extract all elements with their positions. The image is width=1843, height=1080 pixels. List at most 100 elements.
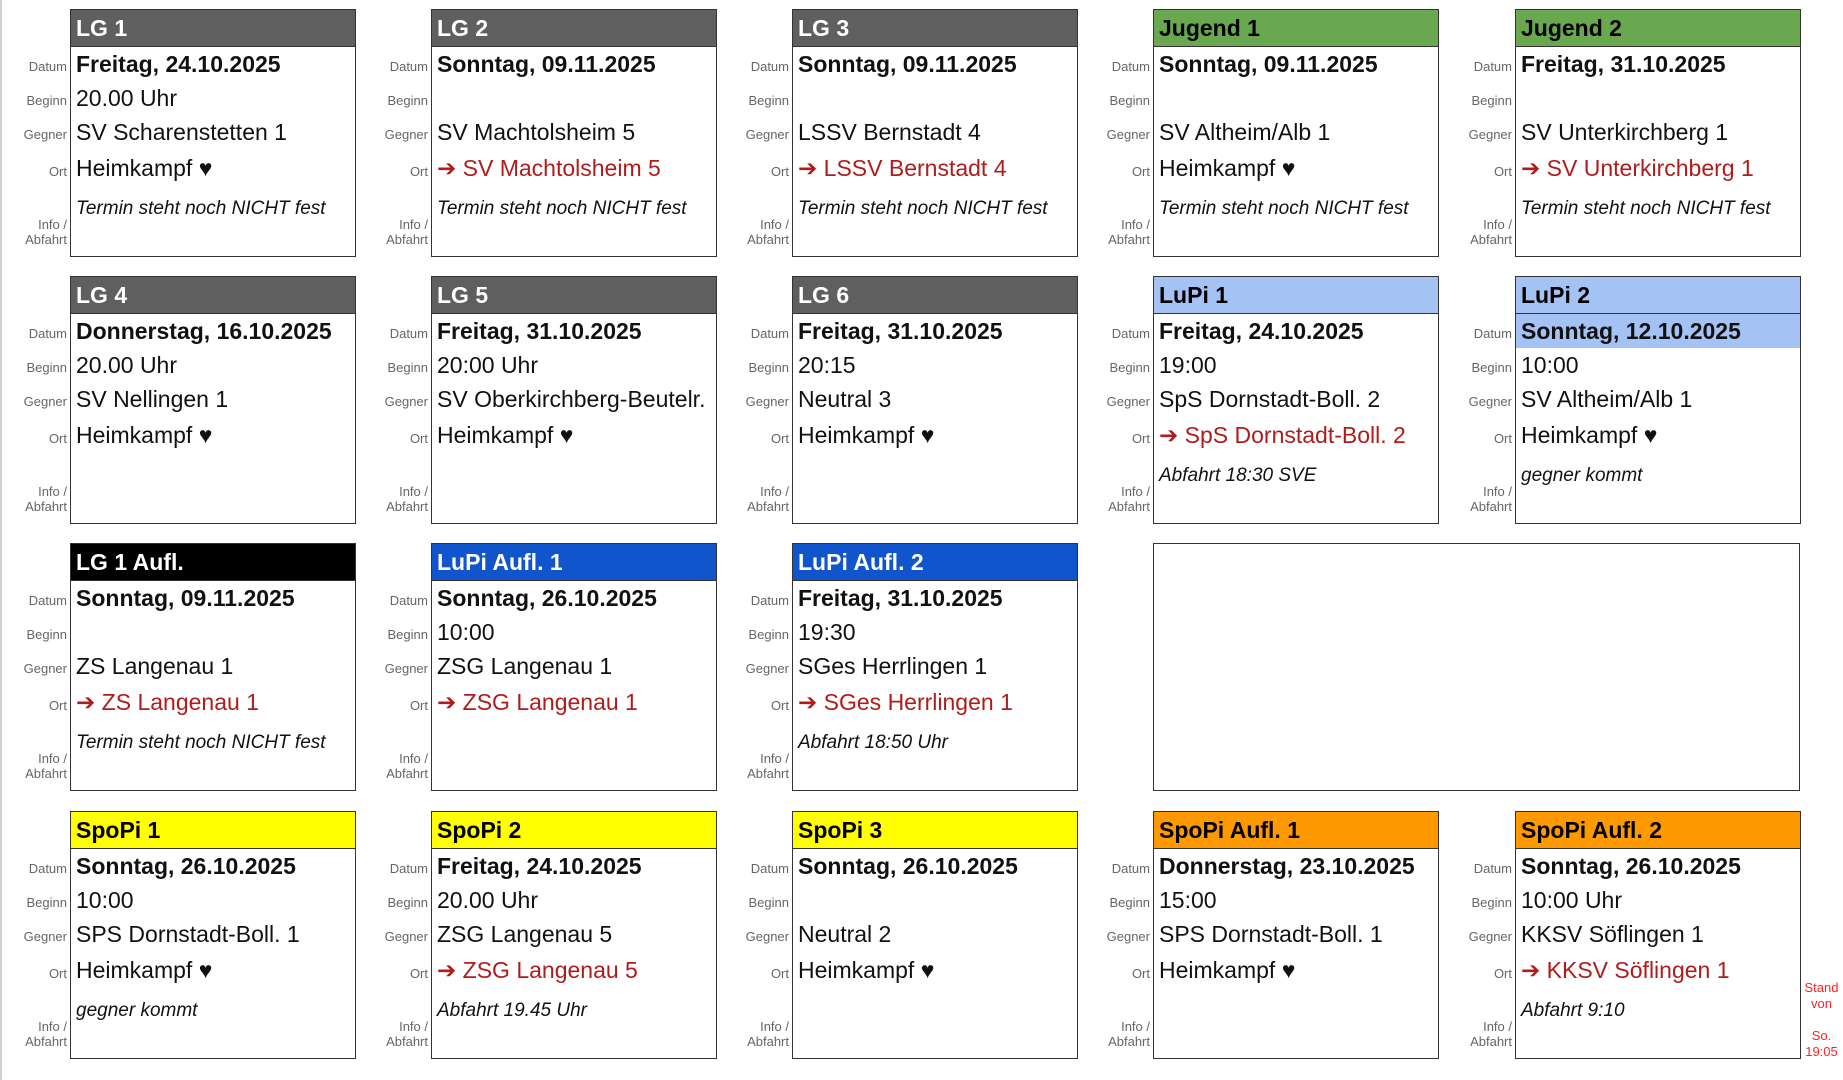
label-ort: Ort xyxy=(48,164,67,179)
team-slot: Datum Beginn Gegner Ort Info / Abfahrt SpoPi 2… xyxy=(362,811,724,1060)
label-ort: Ort xyxy=(48,431,67,446)
label-beginn: Beginn xyxy=(748,360,789,375)
team-card: Jugend 2 Freitag, 31.10.2025 SV Unterkirch… xyxy=(1515,9,1801,257)
location-value: Heimkampf ♥ xyxy=(1521,422,1658,448)
team-card: LuPi Aufl. 1 Sonntag, 26.10.2025 10:00 ZSG … xyxy=(431,543,717,791)
label-ort: Ort xyxy=(1131,966,1150,981)
location-value: Heimkampf ♥ xyxy=(1159,957,1296,983)
info-value: Abfahrt 19.45 Uhr xyxy=(437,1000,587,1021)
label-beginn: Beginn xyxy=(748,627,789,642)
info-value xyxy=(432,722,716,792)
label-datum: Datum xyxy=(1473,59,1512,74)
label-info2: Abfahrt xyxy=(747,232,789,247)
location-value: Heimkampf ♥ xyxy=(76,957,213,983)
empty-card xyxy=(1153,543,1800,791)
team-card: LG 6 Freitag, 31.10.2025 20:15 Neutral 3 Hei… xyxy=(792,276,1078,524)
start-time-value: 20.00 Uhr xyxy=(437,887,539,913)
opponent-value: SV Altheim/Alb 1 xyxy=(1521,386,1693,412)
location-value: ➔ KKSV Söflingen 1 xyxy=(1521,957,1730,983)
info-value: Abfahrt 18:30 SVE xyxy=(1159,465,1317,486)
label-datum: Datum xyxy=(750,326,789,341)
label-datum: Datum xyxy=(1473,326,1512,341)
label-beginn: Beginn xyxy=(1109,93,1150,108)
info-value: Termin steht noch NICHT fest xyxy=(1521,198,1771,219)
date-value: Sonntag, 09.11.2025 xyxy=(437,51,656,77)
location-value: Heimkampf ♥ xyxy=(76,155,213,181)
label-info1: Info / xyxy=(38,751,67,766)
info-value: gegner kommt xyxy=(1521,465,1643,486)
date-value: Freitag, 24.10.2025 xyxy=(76,51,281,77)
location-value: ➔ SV Unterkirchberg 1 xyxy=(1521,155,1754,181)
start-time-value: 19:00 xyxy=(1159,352,1217,378)
team-card: LuPi 1 Freitag, 24.10.2025 19:00 SpS Dornst… xyxy=(1153,276,1439,524)
label-beginn: Beginn xyxy=(387,360,428,375)
team-slot: Datum Beginn Gegner Ort Info / Abfahrt LG 6 Fre… xyxy=(723,276,1085,525)
label-datum: Datum xyxy=(28,59,67,74)
label-beginn: Beginn xyxy=(748,93,789,108)
info-value: Termin steht noch NICHT fest xyxy=(798,198,1048,219)
label-info2: Abfahrt xyxy=(386,766,428,781)
label-datum: Datum xyxy=(750,861,789,876)
opponent-value: LSSV Bernstadt 4 xyxy=(798,119,981,145)
label-beginn: Beginn xyxy=(1471,93,1512,108)
label-datum: Datum xyxy=(750,59,789,74)
team-slot: Datum Beginn Gegner Ort Info / Abfahrt LG 4 Don… xyxy=(1,276,363,525)
opponent-value: Neutral 2 xyxy=(798,921,892,947)
start-time-value: 20.00 Uhr xyxy=(76,352,178,378)
label-datum: Datum xyxy=(28,326,67,341)
label-info2: Abfahrt xyxy=(1108,499,1150,514)
location-value: ➔ LSSV Bernstadt 4 xyxy=(798,155,1007,181)
location-value: ➔ SpS Dornstadt-Boll. 2 xyxy=(1159,422,1406,448)
label-beginn: Beginn xyxy=(387,895,428,910)
label-ort: Ort xyxy=(770,966,789,981)
date-value: Sonntag, 26.10.2025 xyxy=(437,585,657,611)
team-card: SpoPi Aufl. 1 Donnerstag, 23.10.2025 15:00… xyxy=(1153,811,1439,1059)
start-time-value: 19:30 xyxy=(798,619,856,645)
date-value: Sonntag, 12.10.2025 xyxy=(1516,314,1800,348)
label-info2: Abfahrt xyxy=(1470,499,1512,514)
date-value: Sonntag, 09.11.2025 xyxy=(76,585,295,611)
label-ort: Ort xyxy=(48,966,67,981)
label-beginn: Beginn xyxy=(26,93,67,108)
opponent-value: ZSG Langenau 1 xyxy=(437,653,613,679)
opponent-value: SPS Dornstadt-Boll. 1 xyxy=(1159,921,1383,947)
start-time-value xyxy=(71,615,355,649)
date-value: Sonntag, 09.11.2025 xyxy=(1159,51,1378,77)
label-beginn: Beginn xyxy=(387,627,428,642)
label-gegner: Gegner xyxy=(1468,929,1512,944)
label-info2: Abfahrt xyxy=(25,232,67,247)
start-time-value: 20.00 Uhr xyxy=(76,85,178,111)
info-value: Termin steht noch NICHT fest xyxy=(76,732,326,753)
label-gegner: Gegner xyxy=(745,661,789,676)
info-value xyxy=(1154,990,1438,1060)
label-datum: Datum xyxy=(389,59,428,74)
label-beginn: Beginn xyxy=(26,627,67,642)
label-datum: Datum xyxy=(389,861,428,876)
opponent-value: SV Nellingen 1 xyxy=(76,386,229,412)
label-info2: Abfahrt xyxy=(1470,232,1512,247)
start-time-value xyxy=(793,81,1077,115)
date-value: Sonntag, 26.10.2025 xyxy=(76,853,296,879)
label-info1: Info / xyxy=(1121,1019,1150,1034)
start-time-value: 20:15 xyxy=(798,352,856,378)
location-value: Heimkampf ♥ xyxy=(1159,155,1296,181)
label-gegner: Gegner xyxy=(1106,394,1150,409)
label-gegner: Gegner xyxy=(745,394,789,409)
label-info1: Info / xyxy=(1483,217,1512,232)
label-gegner: Gegner xyxy=(745,127,789,142)
label-ort: Ort xyxy=(48,698,67,713)
team-slot: Datum Beginn Gegner Ort Info / Abfahrt LuPi Au… xyxy=(362,543,724,792)
team-header: SpoPi 2 xyxy=(432,812,716,849)
label-info2: Abfahrt xyxy=(25,499,67,514)
label-info2: Abfahrt xyxy=(1470,1034,1512,1049)
info-value: gegner kommt xyxy=(76,1000,198,1021)
team-card: SpoPi 1 Sonntag, 26.10.2025 10:00 SPS Dorns… xyxy=(70,811,356,1059)
label-info1: Info / xyxy=(760,217,789,232)
label-datum: Datum xyxy=(750,593,789,608)
label-info1: Info / xyxy=(760,1019,789,1034)
team-header: LG 2 xyxy=(432,10,716,47)
opponent-value: ZSG Langenau 5 xyxy=(437,921,613,947)
start-time-value: 10:00 xyxy=(437,619,495,645)
team-header: SpoPi Aufl. 2 xyxy=(1516,812,1800,849)
